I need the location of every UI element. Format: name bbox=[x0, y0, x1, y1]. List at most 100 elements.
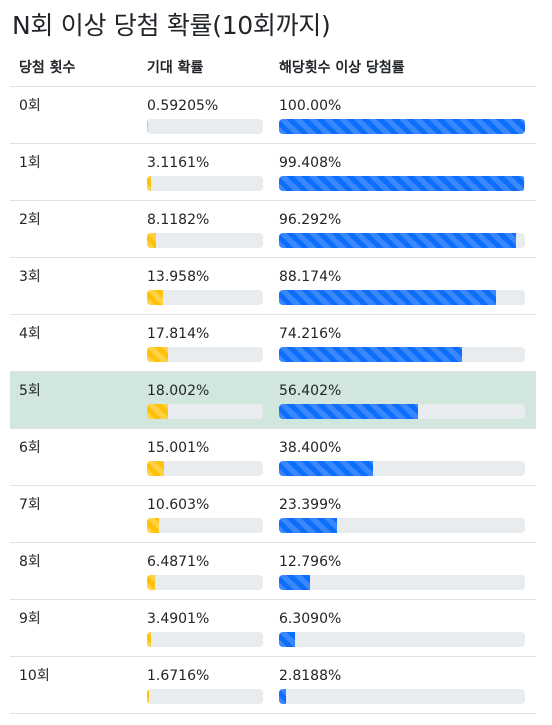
expected-cell: 8.1182% bbox=[138, 200, 270, 258]
header-cumulative: 해당횟수 이상 당첨률 bbox=[270, 48, 536, 87]
cumulative-value: 38.400% bbox=[279, 440, 342, 456]
expected-value: 15.001% bbox=[147, 440, 210, 456]
table-row: 7회 10.603% 23.399% bbox=[10, 485, 536, 543]
cumulative-value: 23.399% bbox=[279, 497, 342, 513]
expected-cell: 18.002% bbox=[138, 371, 270, 429]
table-row: 5회 18.002% 56.402% bbox=[10, 371, 536, 429]
expected-progress-bar bbox=[147, 176, 263, 191]
header-count: 당첨 횟수 bbox=[10, 48, 138, 87]
count-cell: 6회 bbox=[10, 428, 138, 486]
expected-value: 3.1161% bbox=[147, 155, 210, 171]
cumulative-progress-fill bbox=[279, 689, 286, 704]
expected-progress-fill bbox=[147, 632, 152, 647]
count-cell: 7회 bbox=[10, 485, 138, 543]
table-row: 10회 1.6716% 2.8188% bbox=[10, 656, 536, 714]
cumulative-value: 88.174% bbox=[279, 269, 342, 285]
cumulative-cell: 88.174% bbox=[270, 257, 536, 315]
expected-progress-bar bbox=[147, 461, 263, 476]
cumulative-progress-fill bbox=[279, 233, 516, 248]
expected-progress-bar bbox=[147, 632, 263, 647]
cumulative-progress-bar bbox=[279, 632, 525, 647]
table-row: 6회 15.001% 38.400% bbox=[10, 428, 536, 486]
cumulative-progress-bar bbox=[279, 290, 525, 305]
cumulative-value: 96.292% bbox=[279, 212, 342, 228]
expected-value: 18.002% bbox=[147, 383, 210, 399]
table-row: 8회 6.4871% 12.796% bbox=[10, 542, 536, 600]
cumulative-progress-fill bbox=[279, 290, 496, 305]
cumulative-cell: 100.00% bbox=[270, 86, 536, 144]
expected-progress-fill bbox=[147, 119, 148, 134]
expected-value: 6.4871% bbox=[147, 554, 210, 570]
header-expected: 기대 확률 bbox=[138, 48, 270, 87]
expected-cell: 10.603% bbox=[138, 485, 270, 543]
expected-progress-bar bbox=[147, 290, 263, 305]
count-label: 10회 bbox=[19, 668, 50, 684]
cumulative-value: 99.408% bbox=[279, 155, 342, 171]
expected-progress-fill bbox=[147, 575, 155, 590]
expected-value: 17.814% bbox=[147, 326, 210, 342]
expected-cell: 1.6716% bbox=[138, 656, 270, 714]
cumulative-progress-fill bbox=[279, 575, 311, 590]
count-label: 6회 bbox=[19, 440, 41, 456]
cumulative-value: 100.00% bbox=[279, 98, 342, 114]
expected-progress-bar bbox=[147, 347, 263, 362]
cumulative-cell: 74.216% bbox=[270, 314, 536, 372]
table-row: 4회 17.814% 74.216% bbox=[10, 314, 536, 372]
cumulative-progress-bar bbox=[279, 176, 525, 191]
expected-value: 10.603% bbox=[147, 497, 210, 513]
expected-progress-bar bbox=[147, 404, 263, 419]
count-cell: 1회 bbox=[10, 143, 138, 201]
cumulative-progress-bar bbox=[279, 119, 525, 134]
expected-progress-fill bbox=[147, 233, 157, 248]
count-cell: 3회 bbox=[10, 257, 138, 315]
expected-progress-fill bbox=[147, 176, 151, 191]
count-label: 1회 bbox=[19, 155, 41, 171]
expected-value: 3.4901% bbox=[147, 611, 210, 627]
expected-progress-fill bbox=[147, 404, 168, 419]
cumulative-value: 2.8188% bbox=[279, 668, 342, 684]
cumulative-value: 6.3090% bbox=[279, 611, 342, 627]
count-label: 8회 bbox=[19, 554, 41, 570]
cumulative-value: 74.216% bbox=[279, 326, 342, 342]
cumulative-value: 12.796% bbox=[279, 554, 342, 570]
cumulative-progress-bar bbox=[279, 518, 525, 533]
count-cell: 0회 bbox=[10, 86, 138, 144]
expected-progress-bar bbox=[147, 689, 263, 704]
expected-progress-bar bbox=[147, 233, 263, 248]
table-header-row: 당첨 횟수 기대 확률 해당횟수 이상 당첨률 bbox=[10, 48, 536, 87]
count-label: 7회 bbox=[19, 497, 41, 513]
expected-progress-bar bbox=[147, 575, 263, 590]
table-body: 0회 0.59205% 100.00% 1회 3.1161% 99.408% 2회 8.118… bbox=[10, 86, 536, 714]
expected-cell: 3.1161% bbox=[138, 143, 270, 201]
count-label: 3회 bbox=[19, 269, 41, 285]
probability-table: 당첨 횟수 기대 확률 해당횟수 이상 당첨률 0회 0.59205% 100.00… bbox=[10, 48, 536, 714]
expected-progress-fill bbox=[147, 518, 160, 533]
count-label: 0회 bbox=[19, 98, 41, 114]
expected-cell: 0.59205% bbox=[138, 86, 270, 144]
count-label: 5회 bbox=[19, 383, 41, 399]
cumulative-progress-fill bbox=[279, 461, 374, 476]
count-cell: 5회 bbox=[10, 371, 138, 429]
count-cell: 9회 bbox=[10, 599, 138, 657]
cumulative-progress-fill bbox=[279, 119, 525, 134]
count-cell: 8회 bbox=[10, 542, 138, 600]
cumulative-progress-bar bbox=[279, 233, 525, 248]
expected-progress-fill bbox=[147, 290, 164, 305]
cumulative-progress-fill bbox=[279, 518, 337, 533]
cumulative-cell: 12.796% bbox=[270, 542, 536, 600]
cumulative-cell: 96.292% bbox=[270, 200, 536, 258]
cumulative-progress-bar bbox=[279, 575, 525, 590]
table-row: 3회 13.958% 88.174% bbox=[10, 257, 536, 315]
table-row: 2회 8.1182% 96.292% bbox=[10, 200, 536, 258]
table-row: 0회 0.59205% 100.00% bbox=[10, 86, 536, 144]
cumulative-progress-fill bbox=[279, 632, 295, 647]
expected-value: 8.1182% bbox=[147, 212, 210, 228]
count-label: 9회 bbox=[19, 611, 41, 627]
cumulative-cell: 99.408% bbox=[270, 143, 536, 201]
cumulative-progress-fill bbox=[279, 347, 462, 362]
cumulative-value: 56.402% bbox=[279, 383, 342, 399]
count-cell: 4회 bbox=[10, 314, 138, 372]
page-title: N회 이상 당첨 확률(10회까지) bbox=[12, 11, 331, 40]
count-cell: 10회 bbox=[10, 656, 138, 714]
table-row: 1회 3.1161% 99.408% bbox=[10, 143, 536, 201]
